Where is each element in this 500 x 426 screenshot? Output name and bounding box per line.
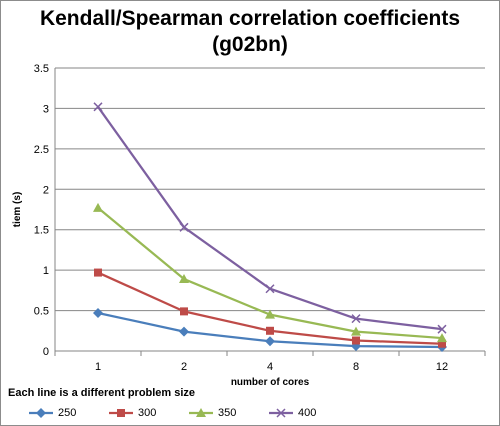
x-tick-label: 12 [436,361,448,373]
y-tick-label: 2 [43,184,49,196]
series-300 [94,268,446,348]
data-point [266,326,274,335]
legend-marker [196,408,206,417]
legend-marker [276,408,286,418]
legend-title: Each line is a different problem size [8,387,196,399]
legend-swatch [189,408,213,417]
x-tick-label: 8 [353,361,359,373]
legend-label: 400 [298,407,317,419]
y-tick-label: 0 [43,346,49,358]
legend-item-250: 250 [28,407,108,419]
data-point [94,268,102,277]
data-point [93,307,103,318]
data-point [179,326,189,337]
data-point [352,336,360,345]
y-tick-label: 2.5 [34,144,49,156]
series-350 [93,202,447,343]
y-axis-title: tiem (s) [12,192,23,228]
data-point [438,339,446,348]
x-tick-label: 2 [181,361,187,373]
chart-subtitle: (g02bn) [212,33,288,56]
legend-label: 250 [58,407,77,419]
data-point [93,202,103,212]
y-tick-label: 3 [43,103,49,115]
data-point [437,324,447,334]
data-point [265,336,275,347]
data-point [265,284,275,294]
chart-title-block: Kendall/Spearman correlation coefficient… [0,6,500,58]
data-point [351,314,361,324]
data-point [265,309,275,319]
legend-swatch [109,409,133,417]
series-400 [93,102,447,334]
legend-marker [36,408,46,418]
data-point [351,326,361,336]
x-tick-label: 4 [267,361,273,373]
legend-marker [117,409,125,417]
data-point [179,274,189,284]
legend-swatch [269,408,293,418]
legend-label: 350 [218,407,237,419]
x-axis-title: number of cores [231,377,310,388]
legend-item-350: 350 [188,407,268,419]
x-tick-label: 1 [95,361,101,373]
legend-swatch [29,408,53,418]
data-point [93,102,103,112]
legend-label: 300 [138,407,157,419]
data-point [179,222,189,232]
y-tick-label: 1 [43,265,49,277]
chart-title: Kendall/Spearman correlation coefficient… [39,7,461,30]
legend-item-300: 300 [108,407,188,419]
y-tick-label: 3.5 [34,63,49,75]
legend: 250 300 350 400 [28,406,348,420]
y-tick-label: 0.5 [34,306,49,318]
legend-item-400: 400 [268,407,348,419]
data-point [437,333,447,343]
data-point [180,307,188,316]
y-tick-label: 1.5 [34,225,49,237]
